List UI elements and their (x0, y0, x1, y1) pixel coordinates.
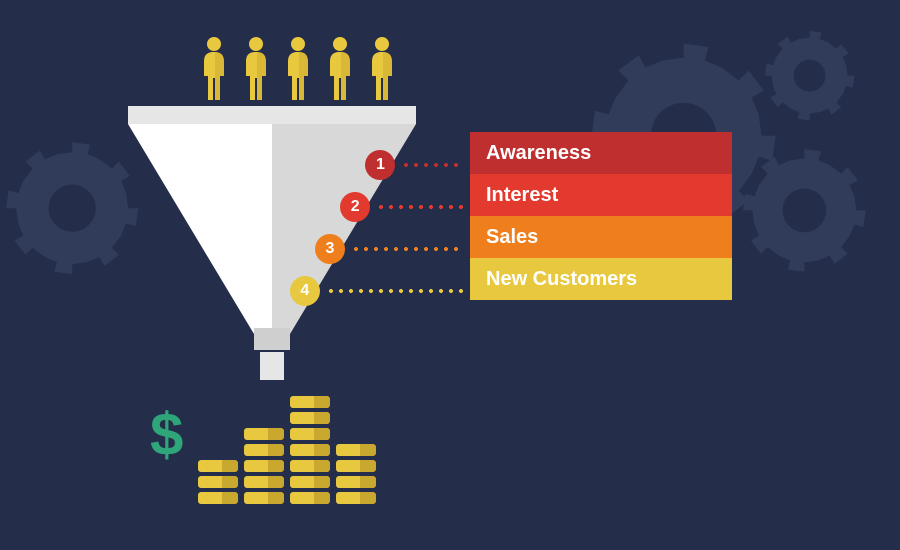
coin-icon (198, 460, 238, 472)
stage-row: 3 (315, 234, 470, 264)
coin-icon (336, 492, 376, 504)
coin-stack (290, 396, 330, 504)
person-icon (326, 36, 354, 102)
stage-badge: 1 (365, 150, 395, 180)
stage-row: 1 (365, 150, 470, 180)
stage-badge: 4 (290, 276, 320, 306)
stage-badge: 3 (315, 234, 345, 264)
coin-icon (336, 476, 376, 488)
connector-dots (376, 205, 464, 209)
coin-icon (244, 476, 284, 488)
gear-icon (764, 30, 855, 121)
coin-icon (198, 492, 238, 504)
stage-row: 4 (290, 276, 470, 306)
coin-stacks (198, 396, 376, 504)
coin-icon (290, 476, 330, 488)
dollar-sign-icon: $ (150, 400, 183, 469)
person-icon (284, 36, 312, 102)
coin-icon (336, 460, 376, 472)
stage-label: New Customers (470, 258, 732, 300)
stage-row: 2 (340, 192, 470, 222)
stage-label: Awareness (470, 132, 732, 174)
gear-icon (742, 148, 867, 273)
gear-icon (5, 141, 139, 275)
coin-icon (290, 444, 330, 456)
coin-icon (290, 460, 330, 472)
stage-badge: 2 (340, 192, 370, 222)
coin-icon (290, 396, 330, 408)
coin-stack (336, 444, 376, 504)
coin-icon (244, 460, 284, 472)
coin-stack (244, 428, 284, 504)
connector-dots (401, 163, 464, 167)
coin-icon (244, 428, 284, 440)
person-icon (368, 36, 396, 102)
stage-label: Interest (470, 174, 732, 216)
coin-icon (244, 444, 284, 456)
funnel-stem (260, 352, 284, 380)
coin-icon (290, 412, 330, 424)
coin-icon (244, 492, 284, 504)
connector-dots (326, 289, 464, 293)
person-icon (242, 36, 270, 102)
labels-box: AwarenessInterestSalesNew Customers (470, 132, 732, 300)
coin-icon (290, 428, 330, 440)
person-icon (200, 36, 228, 102)
connector-dots (351, 247, 464, 251)
coin-icon (198, 476, 238, 488)
coin-icon (336, 444, 376, 456)
funnel-tip (254, 328, 290, 350)
people-row (200, 36, 396, 102)
coin-icon (290, 492, 330, 504)
funnel-top-bar (128, 106, 416, 124)
stage-label: Sales (470, 216, 732, 258)
coin-stack (198, 460, 238, 504)
